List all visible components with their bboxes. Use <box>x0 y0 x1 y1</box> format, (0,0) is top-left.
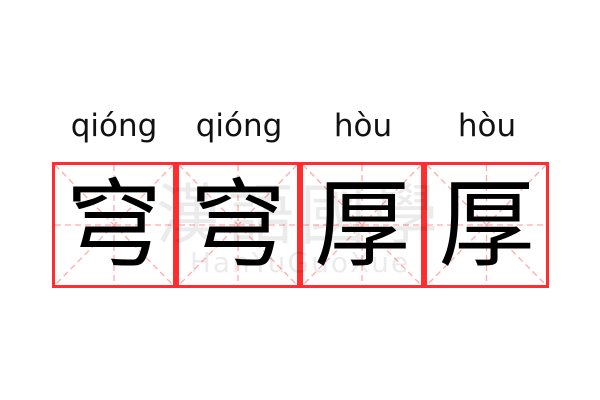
grid-cell-1: 穹 <box>52 162 176 288</box>
grid-cell-4: 厚 <box>424 162 549 288</box>
guide-lines <box>179 165 297 285</box>
watermark-latin: HanYuGuoXue <box>189 246 411 279</box>
guide-lines <box>55 165 173 285</box>
pinyin-4: hòu <box>457 108 517 144</box>
pinyin-3: hòu <box>333 108 393 144</box>
character-1: 穹 <box>66 169 162 281</box>
guide-lines <box>427 165 546 285</box>
guide-lines <box>303 165 421 285</box>
character-4: 厚 <box>438 169 535 281</box>
pinyin-1: qióng <box>70 108 158 144</box>
character-2: 穹 <box>190 169 286 281</box>
grid-cell-3: 厚 <box>300 162 424 288</box>
watermark-chinese: 漢語國學 <box>156 177 444 254</box>
pinyin-2: qióng <box>195 108 283 144</box>
grid-cell-2: 穹 <box>176 162 300 288</box>
character-3: 厚 <box>314 169 410 281</box>
